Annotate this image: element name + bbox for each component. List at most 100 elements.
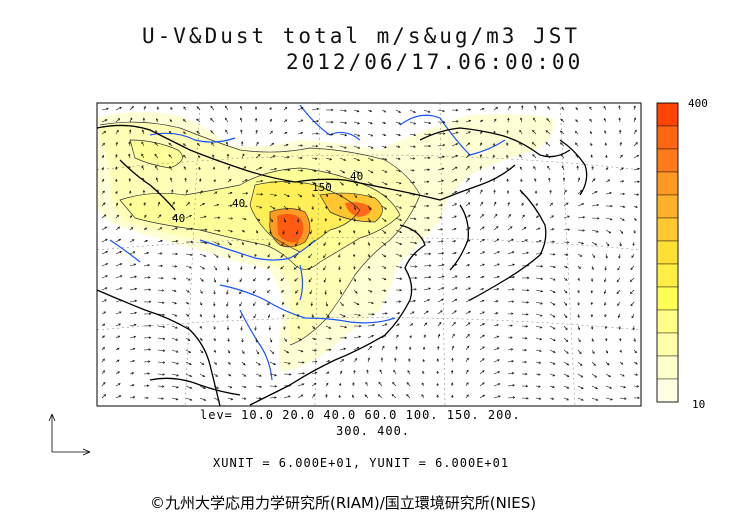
wind-vector [493, 226, 499, 231]
wind-vector [409, 253, 417, 256]
wind-vector [616, 277, 621, 282]
wind-vector-head [480, 119, 484, 123]
wind-vector [549, 289, 556, 293]
wind-vector [185, 373, 192, 377]
wind-vector-head [534, 190, 538, 193]
wind-vector [213, 277, 216, 283]
wind-vector-head [308, 255, 311, 259]
wind-vector-head [482, 334, 485, 338]
wind-vector [479, 276, 484, 279]
wind-vector [171, 227, 178, 231]
wind-vector [619, 167, 624, 171]
wind-vector [115, 214, 119, 219]
wind-vector-head [228, 362, 231, 365]
wind-vector-head [253, 278, 256, 282]
wind-vector-head [399, 181, 402, 185]
wind-vector [563, 313, 568, 318]
wind-vector [591, 385, 598, 389]
wind-vector-head [540, 302, 543, 305]
wind-vector-head [495, 106, 499, 110]
wind-vector [199, 385, 206, 389]
wind-vector-head [552, 385, 555, 389]
wind-vector-head [199, 303, 203, 306]
wind-vector [577, 361, 583, 366]
wind-vector-head [539, 337, 543, 341]
wind-vector-head [161, 276, 164, 280]
wind-vector-head [610, 218, 613, 221]
wind-vector [255, 373, 262, 377]
wind-vector-head [105, 251, 109, 254]
wind-vector-head [269, 118, 272, 122]
wind-vector-head [622, 218, 625, 221]
wind-vector [465, 120, 471, 123]
wind-vector-head [269, 107, 272, 110]
wind-vector [115, 371, 120, 375]
wind-vector [157, 325, 165, 328]
wind-vector-head [451, 394, 454, 398]
wind-vector [421, 394, 425, 399]
wind-vector [241, 337, 244, 343]
wind-vector [465, 202, 471, 207]
wind-vector-head [119, 287, 123, 290]
wind-vector [619, 373, 625, 377]
wind-vector-head [284, 131, 288, 135]
wind-vector [549, 397, 554, 400]
wind-vector-head [408, 346, 412, 350]
wind-vector [423, 265, 431, 267]
wind-vector-head [424, 322, 428, 325]
wind-vector [520, 117, 523, 123]
wind-vector [268, 313, 271, 318]
wind-vector-head [225, 141, 229, 145]
color-bar-segment [656, 286, 679, 311]
wind-vector [560, 130, 565, 135]
wind-vector [507, 397, 515, 399]
wind-vector [633, 142, 638, 147]
wind-vector-head [451, 357, 454, 361]
wind-vector-head [590, 154, 593, 157]
wind-vector [423, 322, 427, 327]
wind-vector [196, 131, 201, 135]
wind-vector [297, 132, 303, 135]
wind-vector-head [566, 398, 570, 401]
wind-vector [353, 289, 358, 294]
wind-vector [141, 141, 145, 147]
wind-vector-head [369, 207, 372, 211]
color-bar-segment [656, 194, 679, 219]
wind-vector [493, 371, 500, 375]
wind-vector-head [414, 253, 418, 257]
wind-vector-head [437, 333, 441, 337]
wind-vector-head [384, 207, 387, 210]
wind-vector [241, 217, 247, 220]
wind-vector-head [566, 386, 570, 389]
wind-vector [630, 265, 635, 270]
wind-vector [101, 370, 105, 375]
wind-vector-head [352, 231, 356, 234]
wind-vector-head [413, 205, 417, 208]
wind-vector [409, 265, 417, 267]
wind-vector-head [118, 238, 122, 242]
wind-vector-head [288, 181, 291, 185]
wind-vector-head [327, 182, 330, 185]
wind-vector-head [225, 105, 228, 109]
wind-vector-head [521, 202, 524, 206]
wind-vector [101, 108, 109, 111]
wind-vector [549, 277, 556, 281]
wind-vector-head [315, 144, 319, 148]
wind-vector [618, 253, 621, 259]
wind-vector-head [214, 191, 218, 194]
wind-vector-head [210, 118, 213, 121]
wind-vector-head [526, 288, 530, 292]
chart-title: U-V&Dust total m/s&ug/m3 JST [142, 24, 581, 48]
wind-vector [253, 301, 257, 306]
wind-vector-head [146, 396, 149, 400]
wind-vector-head [256, 141, 259, 145]
wind-vector [563, 397, 569, 401]
wind-vector [560, 154, 565, 159]
wind-vector-head [104, 299, 107, 302]
wind-vector-head [493, 130, 496, 134]
wind-vector-head [565, 278, 568, 281]
wind-vector [563, 301, 568, 306]
wind-vector [437, 287, 444, 291]
wind-vector [619, 397, 627, 400]
wind-vector [269, 217, 273, 222]
